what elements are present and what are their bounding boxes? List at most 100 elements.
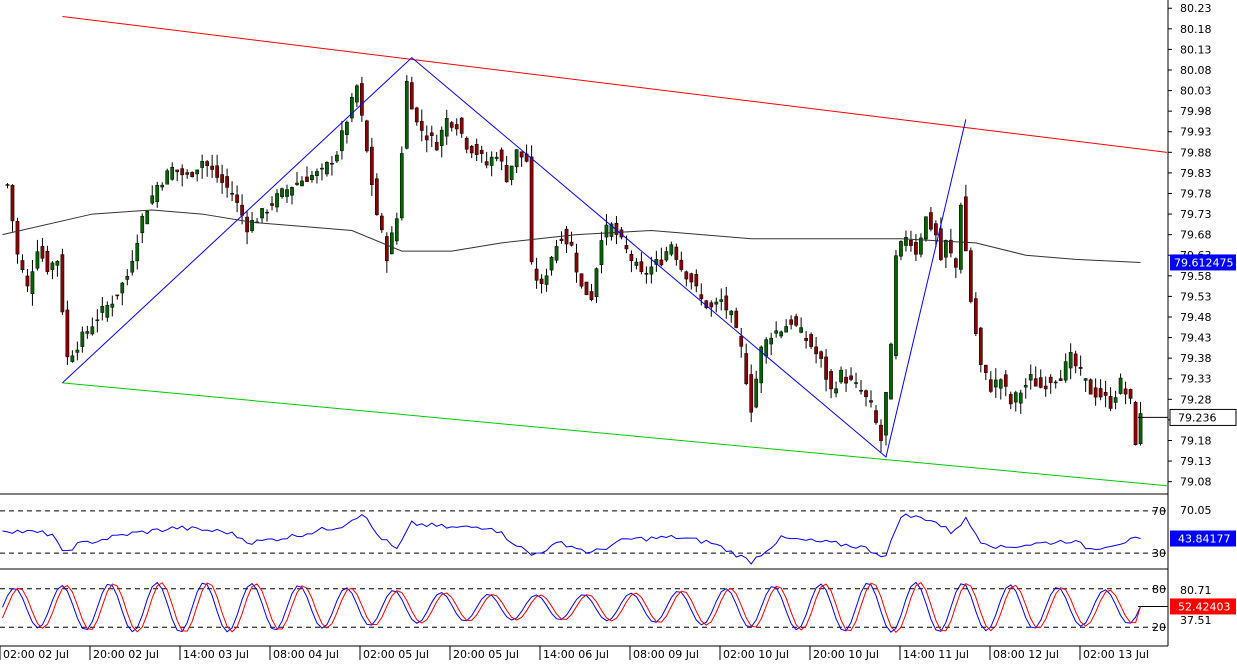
candle-body (919, 237, 923, 255)
candle-body (170, 167, 175, 180)
candle (464, 136, 469, 154)
time-tick-label: 02:00 13 Jul (1083, 648, 1149, 661)
candle-body (100, 305, 105, 313)
candle (190, 171, 195, 178)
candle-body (464, 137, 469, 150)
candle (120, 281, 125, 306)
candle-body (664, 251, 669, 261)
candle (934, 220, 938, 248)
candle (474, 138, 479, 162)
candle-body (399, 153, 404, 219)
candle-body (729, 310, 734, 316)
candle (40, 238, 45, 262)
candle (1133, 400, 1138, 446)
candle-body (389, 232, 394, 255)
price-tick-label: 80.03 (1180, 85, 1212, 98)
channel-lower-line (62, 382, 1168, 487)
candle (260, 207, 264, 223)
candle-body (914, 242, 918, 255)
candle-body (265, 211, 269, 214)
candle (779, 330, 784, 339)
candle-body (624, 245, 629, 250)
candle-body (929, 212, 933, 230)
candle (909, 230, 913, 252)
candle-body (110, 303, 115, 308)
candle-body (370, 146, 374, 185)
candle (105, 301, 110, 322)
candle-body (90, 326, 95, 335)
candle-body (1113, 397, 1118, 403)
candle-body (360, 83, 364, 116)
rsi-value-label: 43.84177 (1178, 533, 1231, 546)
candle-body (130, 260, 135, 273)
candle (794, 313, 798, 328)
price-tick-label: 80.18 (1180, 23, 1212, 36)
candle-body (449, 122, 454, 128)
price-tick-label: 79.28 (1180, 393, 1212, 406)
candle (599, 231, 604, 274)
candle (290, 186, 294, 205)
candle-body (709, 302, 714, 308)
candle (879, 419, 883, 453)
candle (919, 233, 923, 258)
candle (1123, 381, 1128, 405)
candle-body (649, 266, 654, 275)
candle-body (489, 156, 494, 166)
time-tick-label: 14:00 03 Jul (183, 648, 249, 661)
candle-body (799, 327, 803, 333)
candle-body (774, 330, 779, 334)
candle-body (10, 184, 15, 222)
candle (409, 76, 414, 110)
candle (494, 151, 499, 162)
candle (1128, 388, 1133, 405)
candle (215, 154, 219, 183)
candle (924, 216, 928, 242)
candle-body (190, 172, 195, 177)
candle (404, 75, 409, 150)
candle-body (1028, 374, 1033, 381)
candle (439, 126, 444, 158)
candle-body (869, 400, 873, 403)
candle-body (404, 81, 409, 149)
candle (65, 300, 70, 365)
candle (644, 266, 649, 284)
candle (1003, 370, 1008, 397)
candle (1138, 401, 1143, 446)
candle-body (1103, 391, 1108, 396)
candle-body (1083, 378, 1088, 381)
candle-body (844, 376, 848, 384)
candle (754, 370, 759, 409)
candle-body (779, 331, 784, 337)
candle (899, 240, 903, 261)
candle-body (759, 346, 764, 384)
candle (849, 367, 853, 382)
candle (973, 292, 978, 337)
stoch-signal-line (2, 582, 1142, 634)
candle (195, 169, 200, 182)
candle-body (519, 151, 524, 158)
candle-body (924, 216, 928, 240)
candle (759, 345, 764, 394)
zigzag-line (62, 56, 967, 458)
candle (559, 231, 564, 244)
candle (150, 185, 155, 205)
candle (365, 119, 369, 153)
candle-body (120, 282, 125, 294)
candle (499, 147, 504, 171)
candle (719, 288, 724, 311)
price-tick-label: 80.23 (1180, 2, 1212, 15)
candle (310, 170, 314, 183)
candle-body (1068, 351, 1073, 369)
candle (1053, 380, 1058, 389)
candle (659, 247, 664, 267)
candle (789, 315, 793, 330)
candle (744, 343, 749, 386)
candle (355, 84, 359, 107)
candle-body (444, 117, 449, 137)
candle-body (235, 194, 239, 203)
candle-body (210, 165, 214, 170)
candle-body (819, 351, 823, 359)
candle-body (749, 374, 754, 413)
candle (1018, 389, 1023, 414)
